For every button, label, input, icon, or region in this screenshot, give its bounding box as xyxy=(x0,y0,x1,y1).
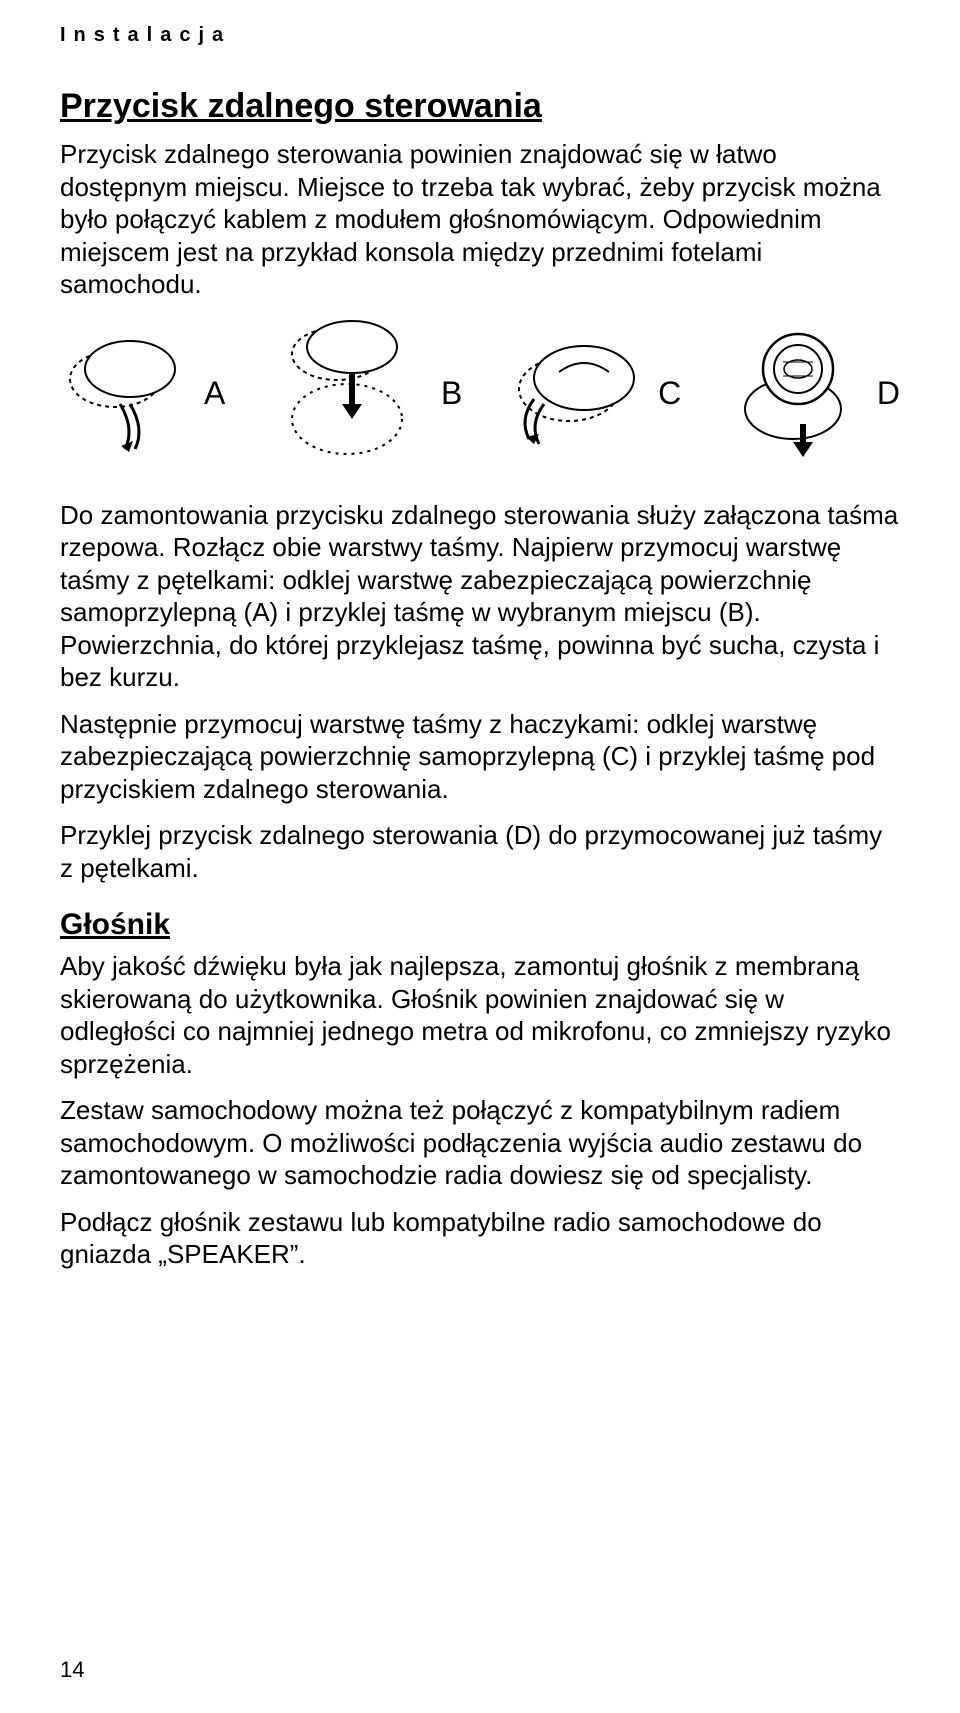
tape-peel-icon xyxy=(60,334,200,454)
paragraph: Następnie przymocuj warstwę taśmy z hacz… xyxy=(60,708,900,806)
paragraph: Zestaw samochodowy można też połączyć z … xyxy=(60,1094,900,1192)
tape-hook-peel-icon xyxy=(504,334,654,454)
paragraph: Podłącz głośnik zestawu lub kompatybilne… xyxy=(60,1206,900,1271)
section-title-speaker: Głośnik xyxy=(60,908,900,942)
page-number: 14 xyxy=(60,1657,84,1683)
paragraph: Przycisk zdalnego sterowania powinien zn… xyxy=(60,138,900,301)
diagram-step-d: D xyxy=(723,329,900,459)
diagram-label-b: B xyxy=(441,375,462,412)
paragraph: Aby jakość dźwięku była jak najlepsza, z… xyxy=(60,950,900,1080)
header-label: Instalacja xyxy=(60,24,900,47)
diagram-label-c: C xyxy=(658,375,681,412)
diagram-label-a: A xyxy=(204,375,225,412)
diagram-step-a: A xyxy=(60,334,225,454)
section-title-remote: Przycisk zdalnego sterowania xyxy=(60,87,900,126)
tape-place-icon xyxy=(267,319,437,469)
installation-diagram: A B C xyxy=(60,319,900,469)
paragraph: Do zamontowania przycisku zdalnego stero… xyxy=(60,499,900,694)
remote-button-icon xyxy=(723,329,873,459)
diagram-step-b: B xyxy=(267,319,462,469)
document-page: Instalacja Przycisk zdalnego sterowania … xyxy=(0,0,960,1713)
paragraph: Przyklej przycisk zdalnego sterowania (D… xyxy=(60,819,900,884)
diagram-label-d: D xyxy=(877,375,900,412)
diagram-step-c: C xyxy=(504,334,681,454)
